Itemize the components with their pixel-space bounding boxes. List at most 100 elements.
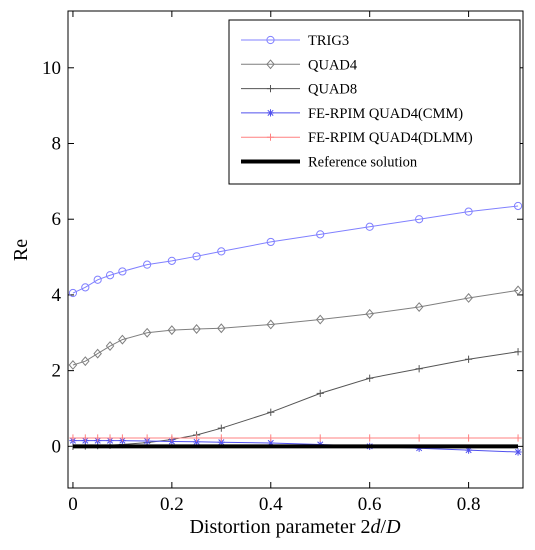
data-point [81,283,90,292]
legend-item: QUAD4 [241,57,358,73]
data-point [192,252,201,261]
x-axis-title-part: D [385,516,401,538]
legend-box [228,19,521,185]
y-axis-ticks: 0 2 4 6 8 10 [42,58,523,457]
data-point [93,275,102,284]
data-point [316,434,324,442]
data-point [267,408,275,416]
legend-item: QUAD8 [241,82,357,98]
series-quad4 [68,285,523,370]
data-point [514,434,522,442]
legend-label: FE-RPIM QUAD4(CMM) [308,106,463,122]
x-tick-label: 0 [68,494,78,515]
legend-item: Reference solution [241,155,418,171]
x-axis-title: Distortion parameter 2d/D [189,516,401,538]
data-point [192,438,201,446]
x-axis-title-part: d [371,516,382,538]
data-point [217,424,225,432]
legend-item: FE-RPIM QUAD4(DLMM) [241,130,473,146]
legend-label: QUAD8 [308,82,357,98]
data-point [514,348,522,356]
legend-label: QUAD4 [308,57,358,73]
data-point [464,434,473,442]
y-tick-label: 4 [52,285,62,306]
data-point [464,355,473,363]
data-point [266,35,275,45]
legend-item: FE-RPIM QUAD4(CMM) [241,106,463,122]
x-axis-title-part: Distortion parameter 2 [189,516,370,538]
data-point [143,434,151,442]
data-point [514,448,522,456]
data-point [93,348,102,359]
data-point [142,327,152,338]
data-point [118,434,127,442]
data-point [267,434,275,442]
data-point [414,302,424,313]
x-axis-title-part: / [381,516,387,538]
data-point [464,292,473,303]
data-point [167,256,176,265]
data-point [69,434,77,442]
data-point [266,59,275,70]
data-point [316,230,325,239]
data-point [81,434,89,442]
data-point [217,438,225,446]
data-point [143,260,152,269]
data-point [105,271,115,280]
data-point [192,324,201,334]
y-axis-title: Re [10,239,32,261]
data-point [513,285,523,296]
legend-label: Reference solution [308,155,418,171]
data-point [366,374,374,382]
legend: TRIG3 QUAD4 QUAD8 FE-RPIM QUAD4(CMM) FE-RPIM… [228,19,521,185]
data-point [118,334,127,345]
data-point [267,439,275,447]
data-point [118,267,127,276]
y-tick-label: 2 [52,361,62,382]
data-point [217,247,226,256]
legend-label: FE-RPIM QUAD4(DLMM) [308,130,473,146]
data-point [68,359,78,370]
series-fe-rpim-quad4-dlmm [69,434,522,442]
y-tick-label: 6 [52,209,62,230]
data-point [266,319,276,330]
x-tick-label: 0.2 [160,494,184,515]
y-tick-label: 0 [52,436,62,457]
data-point [366,434,374,442]
x-tick-label: 0.6 [358,494,382,515]
data-point [192,434,201,442]
data-point [415,215,424,224]
data-point [365,222,374,231]
data-point [415,434,423,442]
data-point [315,314,325,325]
y-tick-label: 8 [52,134,62,155]
series-line [72,205,519,294]
data-point [266,85,275,93]
data-point [167,325,177,336]
x-tick-label: 0.4 [259,494,283,515]
series-layer [68,201,523,456]
data-point [316,389,324,397]
data-point [81,356,90,367]
series-trig3 [68,201,523,298]
data-point [464,446,473,454]
data-point [513,201,523,211]
data-point [266,237,275,247]
data-point [415,365,423,373]
data-point [105,341,115,352]
series-line [72,289,519,366]
data-point [106,434,114,442]
x-tick-label: 0.8 [457,494,481,515]
y-tick-label: 10 [42,58,61,79]
x-axis-ticks: 0 0.2 0.4 0.6 0.8 [68,11,480,515]
data-point [266,133,275,141]
data-point [266,109,275,117]
legend-item: TRIG3 [241,33,349,49]
data-point [464,207,473,216]
data-point [217,434,225,442]
data-point [168,434,176,442]
legend-label: TRIG3 [308,33,349,49]
data-point [217,323,226,334]
data-point [365,308,374,319]
